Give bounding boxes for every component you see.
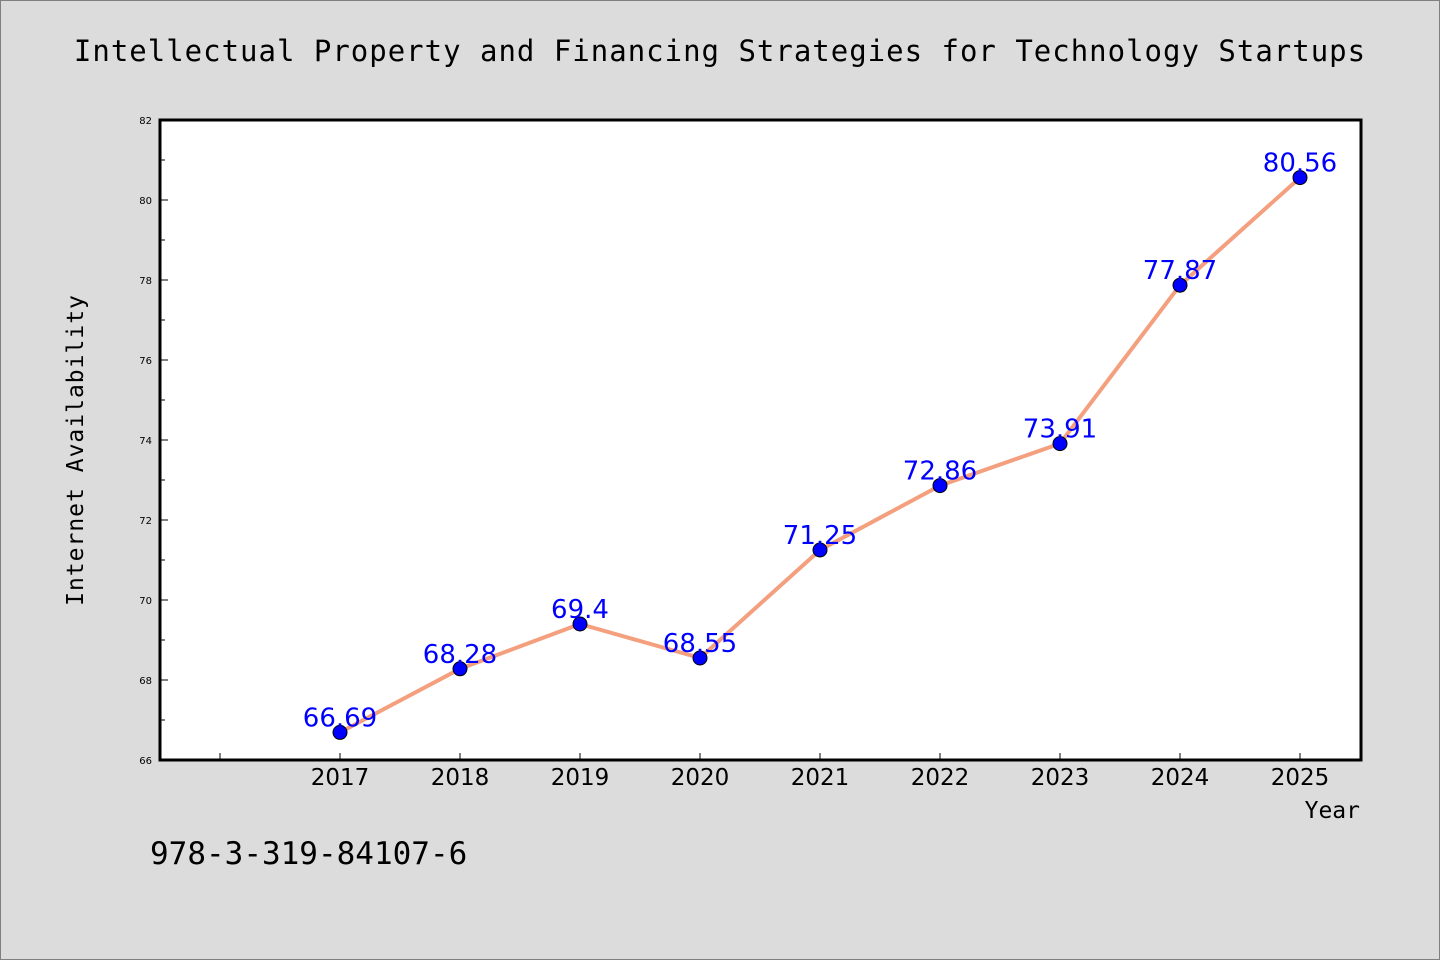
data-point [1172,277,1188,293]
data-label: 68.55 [663,629,737,659]
y-tick-label: 78 [139,276,152,287]
data-label: 71.25 [783,521,857,551]
x-tick-label: 2021 [791,765,850,791]
x-tick-label: 2024 [1151,765,1210,791]
data-labels: 66.69 68.28 69.4 68.55 71.25 72.86 73.91 77.87 8… [303,149,1337,734]
y-tick-label: 66 [139,756,152,767]
data-point [932,478,948,494]
data-label: 68.28 [423,640,497,670]
x-tick-label: 2022 [911,765,970,791]
y-tick-label: 76 [139,356,152,367]
y-tick-label: 68 [139,676,152,687]
x-axis-label: Year [1304,798,1360,824]
isbn-code: 978-3-319-84107-6 [150,836,468,872]
y-tick-label: 72 [139,516,152,527]
x-tick-label: 2025 [1271,765,1330,791]
data-point [1292,170,1308,186]
x-tick-label: 2023 [1031,765,1090,791]
y-tick-label: 70 [139,596,152,607]
data-point [332,724,348,740]
data-label: 77.87 [1143,256,1217,286]
chart-title: Intellectual Property and Financing Stra… [73,34,1367,68]
data-point [1052,436,1068,452]
series-markers [332,170,1308,740]
y-tick-label: 82 [139,116,152,127]
x-axis-ticks: 2017 2018 2019 2020 2021 2022 2023 2024 2025 [219,753,1330,791]
data-label: 72.86 [903,457,977,487]
x-tick-label: 2019 [551,765,610,791]
data-point [692,650,708,666]
data-point [812,542,828,558]
y-axis-ticks: 66 68 70 72 74 76 78 80 82 [139,116,168,767]
y-tick-label: 74 [139,436,152,447]
data-label: 80.56 [1263,149,1337,179]
x-tick-label: 2018 [431,765,490,791]
data-point [452,661,468,677]
data-point [572,616,588,632]
data-label: 69.4 [551,595,609,625]
x-tick-label: 2017 [311,765,370,791]
y-tick-label: 80 [139,196,152,207]
data-label: 66.69 [303,703,377,733]
data-label: 73.91 [1023,415,1097,445]
x-tick-label: 2020 [671,765,730,791]
plot-area [158,118,1363,762]
